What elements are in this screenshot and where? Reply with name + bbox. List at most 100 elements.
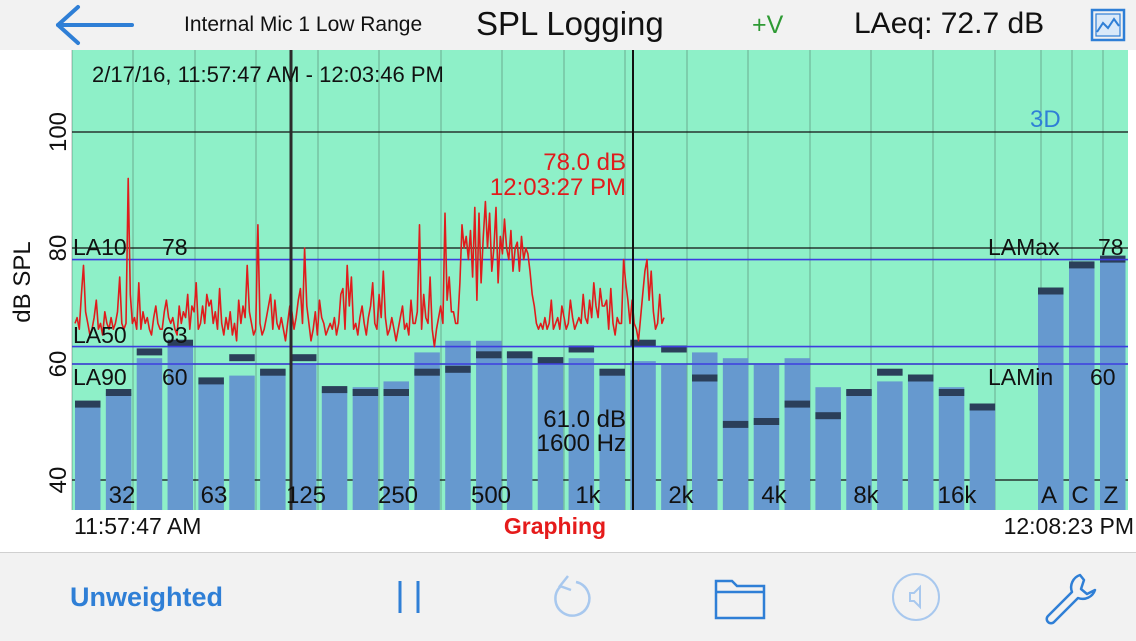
pause-icon (398, 581, 420, 613)
reference-lines (72, 258, 1128, 365)
band-peak-marker (352, 389, 379, 396)
wrench-icon (1045, 573, 1097, 625)
lamin-label: LAMin (988, 364, 1053, 390)
band-peak-marker (815, 412, 841, 420)
band-bar (476, 340, 502, 510)
source-label[interactable]: Internal Mic 1 Low Range (184, 13, 423, 36)
frequency-label: 1k (575, 482, 601, 509)
band-bar (846, 390, 872, 510)
pause-button[interactable] (384, 573, 434, 621)
band-bar (907, 381, 934, 510)
band-bar (136, 358, 163, 510)
spl-graph[interactable]: 2/17/16, 11:57:47 AM - 12:03:46 PM 3D 78… (0, 50, 1136, 552)
band-peak-marker (938, 389, 965, 396)
band-peak-marker (784, 400, 811, 408)
header-bar: Internal Mic 1 Low Range SPL Logging +V … (0, 0, 1136, 50)
la90-value: 60 (162, 364, 188, 390)
band-bar (290, 364, 317, 510)
frequency-label: 63 (201, 482, 228, 509)
band-bar (784, 358, 811, 510)
frequency-label: 2k (668, 482, 694, 509)
frequency-label: C (1071, 482, 1088, 509)
weighted-bar (1038, 288, 1064, 510)
band-bar (568, 358, 595, 510)
band-peak-marker (167, 339, 194, 347)
la90-label: LA90 (73, 364, 127, 390)
la10-value: 78 (162, 234, 188, 260)
band-peak-marker (599, 368, 625, 376)
band-peak-marker (877, 368, 903, 376)
mode-3d-button[interactable]: 3D (1030, 106, 1061, 133)
band-peak-marker (753, 418, 780, 425)
weighting-label: Unweighted (70, 581, 223, 612)
band-bar (414, 352, 440, 510)
y-tick-label: 80 (45, 235, 72, 262)
band-peak-marker (846, 389, 872, 396)
reset-button[interactable] (543, 571, 597, 623)
band-peak-marker (969, 403, 996, 411)
frequency-label: 16k (938, 482, 978, 509)
band-bar (506, 352, 533, 510)
band-peak-marker (290, 354, 317, 362)
band-peak-marker (260, 368, 286, 376)
band-peak-marker (661, 345, 687, 353)
la50-value: 63 (162, 322, 188, 348)
band-bar (383, 381, 409, 510)
band-bar (75, 407, 101, 510)
lamax-label: LAMax (988, 234, 1060, 260)
weighted-bar (1069, 265, 1095, 510)
y-tick-label: 60 (45, 351, 72, 378)
date-range: 2/17/16, 11:57:47 AM - 12:03:46 PM (92, 62, 444, 87)
weighted-peak-marker (1038, 287, 1064, 295)
band-bar (167, 346, 194, 510)
band-peak-marker (383, 389, 409, 396)
back-button[interactable] (50, 2, 136, 48)
band-peak-marker (692, 374, 718, 382)
reset-icon (554, 575, 591, 617)
band-bar (105, 393, 132, 510)
band-bar (537, 358, 564, 510)
y-tick-labels: 40 60 80 100 (45, 112, 72, 493)
weighting-button[interactable]: Unweighted (70, 575, 223, 619)
vertical-gridlines (71, 50, 1104, 510)
band-peak-marker (537, 357, 564, 365)
band-bar (599, 369, 625, 510)
back-arrow-icon (56, 5, 134, 45)
band-bar (198, 381, 224, 510)
folder-button[interactable] (710, 569, 770, 625)
frequency-label: Z (1104, 482, 1119, 509)
graphing-status: Graphing (504, 513, 606, 539)
band-peak-marker (105, 389, 132, 396)
voltage-indicator: +V (752, 11, 784, 39)
band-bar (969, 407, 996, 510)
start-time: 11:57:47 AM (74, 513, 201, 539)
bottom-toolbar: Unweighted (0, 552, 1136, 641)
band-bar (938, 387, 965, 510)
band-peak-marker (568, 345, 595, 353)
band-bar (260, 369, 286, 510)
band-peak-marker (907, 374, 934, 382)
y-axis-label: dB SPL (9, 241, 36, 322)
frequency-label: 4k (761, 482, 787, 509)
laeq-readout: LAeq: 72.7 dB (854, 7, 1045, 40)
band-bar (321, 390, 348, 510)
band-peak-marker (506, 351, 533, 359)
band-freq-label: 1600 Hz (537, 430, 626, 457)
image-button[interactable] (1090, 8, 1126, 42)
cursor-time-label: 12:03:27 PM (490, 174, 626, 201)
band-peak-marker (476, 351, 502, 359)
image-icon (1090, 8, 1126, 42)
weighted-peak-marker (1069, 261, 1095, 269)
speaker-button[interactable] (888, 571, 944, 623)
frequency-labels: 32 63 125 250 500 1k 2k 4k 8k 16k A C Z (109, 482, 1119, 509)
frequency-label: 125 (286, 482, 326, 509)
y-tick-label: 100 (45, 112, 72, 152)
settings-button[interactable] (1038, 569, 1102, 627)
spectrum-bars (75, 339, 996, 510)
band-value-label: 61.0 dB (543, 406, 626, 433)
frequency-label: A (1041, 482, 1057, 509)
band-bar (630, 361, 656, 510)
folder-icon (714, 579, 766, 620)
lamax-value: 78 (1098, 234, 1124, 260)
